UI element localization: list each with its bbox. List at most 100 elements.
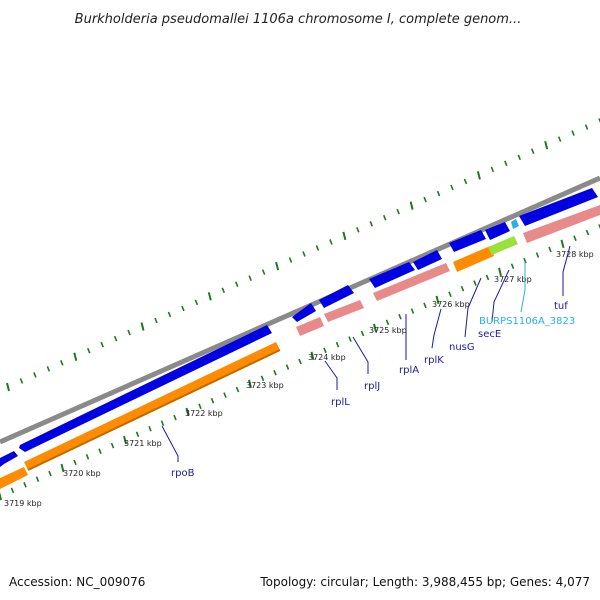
ruler-tick [0,491,2,501]
ruler-tick [167,311,172,318]
ruler-tick [369,220,374,227]
gene-feature-blue[interactable] [0,451,18,467]
ruler-tick [275,261,280,271]
ruler-tick [423,196,427,203]
ruler-tick [248,379,252,389]
ruler-tick [260,375,265,382]
gene-label-burps1106a-3823[interactable]: BURPS1106A_3823 [479,316,575,327]
ruler-tick [60,360,64,366]
gene-label-rplJ[interactable]: rplJ [364,381,380,392]
ruler-tick [523,257,527,264]
ruler-tick [123,435,127,445]
ruler-tick [435,295,440,305]
ruler-tick [19,378,24,384]
ruler-tick [273,369,277,376]
ruler-tick [207,292,212,301]
gene-label-rplK[interactable]: rplK [424,355,444,366]
ruler-tick [584,124,589,130]
gene-label-rplL[interactable]: rplL [331,397,350,408]
cds-feature-pink[interactable] [324,300,364,322]
ruler-tick [460,285,465,292]
ruler-tick [288,257,293,263]
gene-feature-rplL[interactable] [292,303,316,322]
gene-feature-rplJ[interactable] [319,285,354,308]
gene-label-rpoB[interactable]: rpoB [171,468,195,479]
ruler-tick [373,323,377,333]
ruler-tick [315,245,320,251]
ruler-tick [396,208,400,215]
ruler-tick [86,347,91,354]
ruler-label: 3727 kbp [494,275,532,284]
ruler-tick [298,358,302,365]
cds-feature-pink[interactable] [296,317,324,336]
gene-feature-rpoB[interactable] [19,325,272,452]
ruler-tick [498,267,502,277]
ruler-tick [476,171,481,180]
ruler-label: 3725 kbp [369,326,407,335]
genome-summary-label: Topology: circular; Length: 3,988,455 bp… [259,575,590,589]
ruler-tick [450,184,454,191]
ruler-tick [135,431,140,438]
gene-feature-tuf[interactable] [519,188,598,226]
ruler-tick [329,239,333,245]
ruler-tick [560,239,565,249]
ruler-tick [113,335,118,342]
ruler-tick [335,341,340,348]
ruler-tick [23,481,27,488]
outer-tick-ring [6,118,600,392]
ruler-tick [463,178,468,185]
gene-feature-rplA[interactable] [369,262,415,288]
ruler-tick [73,352,78,362]
gene-label-nusG[interactable]: nusG [449,342,475,353]
ruler-tick [585,229,590,236]
cds-feature-orange[interactable] [453,246,494,272]
ruler-tick [356,227,360,233]
ruler-tick [100,341,104,348]
ruler-label: 3720 kbp [63,469,101,478]
forward-strand-track [0,188,598,467]
cds-feature-orange[interactable] [24,342,280,470]
ruler-tick [504,160,508,167]
ruler-tick [148,425,152,432]
ruler-tick [285,364,290,370]
ruler-tick [198,403,202,410]
gene-feature-nusG[interactable] [449,230,486,252]
ruler-tick [573,235,577,242]
ruler-tick [154,317,158,324]
ruler-label: 3719 kbp [4,499,42,508]
gene-feature-secE[interactable] [485,222,510,240]
gene-feature-rplK[interactable] [413,250,442,270]
ruler-tick [234,281,239,288]
ruler-tick [6,382,10,392]
chromosome-backbone [0,175,600,445]
ruler-tick [194,299,199,306]
gene-label-tuf[interactable]: tuf [554,301,568,312]
gene-callout-cyan [520,262,526,313]
gene-feature-trna[interactable] [511,219,519,229]
gene-label-secE[interactable]: secE [478,329,501,340]
ruler-tick [548,246,552,253]
ruler-tick [342,231,347,241]
ruler-tick [598,224,600,230]
gene-labels: rpoB rplL rplJ rplA rplK nusG secE BURPS… [171,301,575,479]
ruler-tick [490,166,495,173]
cds-feature-green[interactable] [488,236,518,255]
ruler-tick [48,470,52,477]
ruler-labels: 3719 kbp 3720 kbp 3721 kbp 3722 kbp 3723… [4,250,594,508]
gene-callouts [161,245,571,462]
accession-label: Accession: NC_009076 [9,575,145,589]
gene-label-rplA[interactable]: rplA [399,365,419,376]
ruler-tick [571,130,575,136]
ruler-tick [436,190,441,197]
cds-feature-pink[interactable] [373,263,450,301]
ruler-tick [423,302,427,309]
ruler-tick [510,263,515,270]
ruler-label: 3723 kbp [246,381,284,390]
cds-feature-orange[interactable] [0,467,28,489]
cds-feature-pink[interactable] [523,205,600,243]
ruler-tick [140,322,145,331]
ruler-tick [448,291,452,298]
ruler-tick [348,336,352,342]
cds-track [0,205,600,489]
